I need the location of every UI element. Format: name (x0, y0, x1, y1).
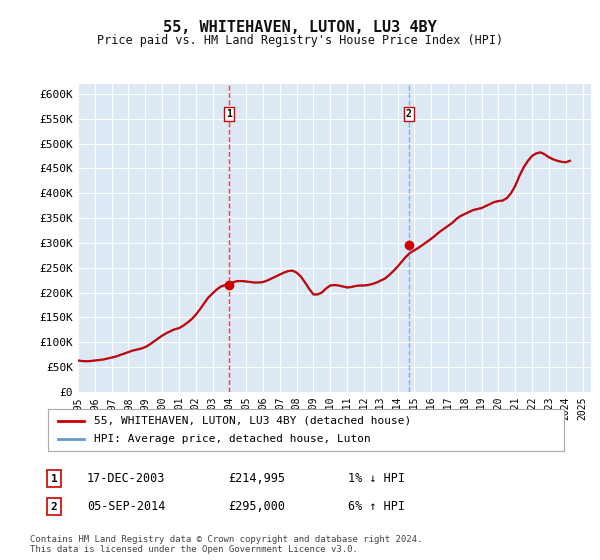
Text: 1% ↓ HPI: 1% ↓ HPI (348, 472, 405, 486)
Text: 1: 1 (226, 109, 232, 119)
Text: £295,000: £295,000 (228, 500, 285, 514)
Text: 2: 2 (406, 109, 412, 119)
Text: Price paid vs. HM Land Registry's House Price Index (HPI): Price paid vs. HM Land Registry's House … (97, 34, 503, 46)
Text: 55, WHITEHAVEN, LUTON, LU3 4BY (detached house): 55, WHITEHAVEN, LUTON, LU3 4BY (detached… (94, 416, 412, 426)
Text: 1: 1 (50, 474, 58, 484)
Text: 6% ↑ HPI: 6% ↑ HPI (348, 500, 405, 514)
Text: 2: 2 (50, 502, 58, 512)
Text: £214,995: £214,995 (228, 472, 285, 486)
Text: HPI: Average price, detached house, Luton: HPI: Average price, detached house, Luto… (94, 434, 371, 444)
Text: 55, WHITEHAVEN, LUTON, LU3 4BY: 55, WHITEHAVEN, LUTON, LU3 4BY (163, 20, 437, 35)
Text: Contains HM Land Registry data © Crown copyright and database right 2024.
This d: Contains HM Land Registry data © Crown c… (30, 535, 422, 554)
Text: 17-DEC-2003: 17-DEC-2003 (87, 472, 166, 486)
Text: 05-SEP-2014: 05-SEP-2014 (87, 500, 166, 514)
